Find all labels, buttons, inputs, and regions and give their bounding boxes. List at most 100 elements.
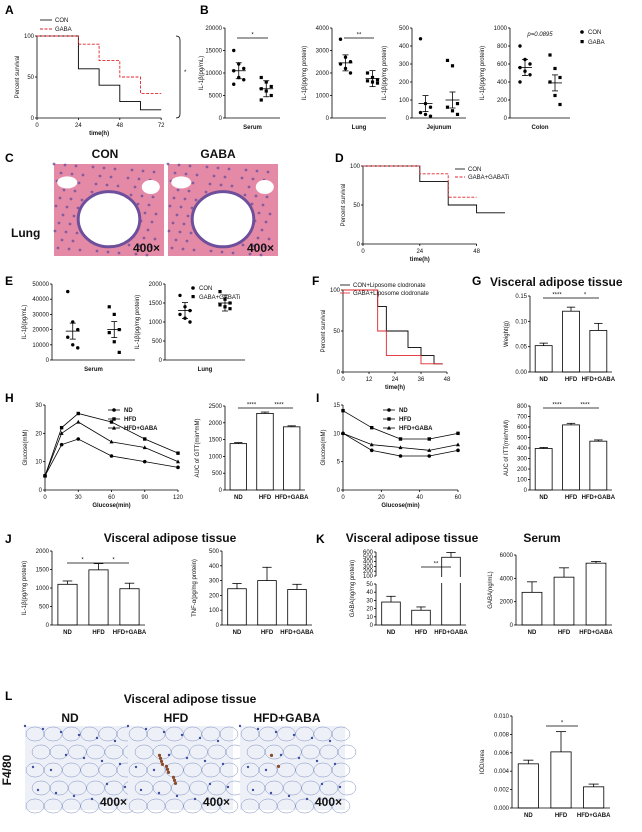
L-micrograph-nd-nucleus (95, 736, 99, 740)
L-micrograph-hfd-adipocyte (219, 762, 239, 778)
J-il1b-ytick-label: 1500 (36, 568, 50, 574)
L-micrograph-hfd-nucleus (175, 794, 179, 798)
A-xtick-label: 24 (75, 123, 82, 129)
C-micrograph-gaba-alveolus (171, 176, 192, 189)
C-label-gaba: GABA (200, 147, 236, 161)
E1-ylabel: IL-1β(pg/mg protein) (135, 295, 141, 349)
B-pvalue: p=0.0895 (526, 32, 553, 38)
C-micrograph-con-nucleus (151, 195, 155, 199)
L-micrograph-hfdgaba-adipocyte (331, 762, 351, 778)
L-iod-ytick-label: 0.000 (494, 806, 510, 812)
I-point (456, 442, 460, 447)
C-micrograph-con-nucleus (116, 184, 120, 188)
B2-point (455, 102, 460, 106)
B3-ytick-label: 0 (504, 116, 508, 122)
I-auc-sig-label: **** (552, 403, 562, 409)
H-legend-marker (112, 425, 116, 430)
B-legend-con-marker (580, 30, 584, 34)
C-micrograph-con-nucleus (72, 214, 76, 218)
G-sig-label: * (584, 293, 587, 299)
E0-ytick-label: 30000 (32, 312, 49, 318)
C-micrograph-gaba-nucleus (167, 229, 171, 233)
J-tnf-bar (287, 589, 307, 626)
E0-point (107, 305, 111, 309)
B2-ytick-label: 500 (399, 26, 410, 32)
I-legend-marker (387, 417, 391, 421)
H-legend-label: HFD (124, 417, 137, 423)
E0-ylabel: IL-1β(pg/mL) (22, 305, 28, 339)
G-xtick-label: ND (539, 377, 548, 383)
C-micrograph-gaba-nucleus (190, 206, 194, 210)
L-micrograph-hfdgaba-nucleus (274, 730, 278, 734)
I-ytick-label: 0 (337, 488, 341, 494)
L-micrograph-hfd-nucleus (226, 785, 230, 789)
G-ylabel: Weight(g) (504, 321, 510, 347)
B0-ytick-label: 20000 (205, 26, 222, 32)
A-ytick-label: 50 (27, 75, 34, 81)
I-legend-label: HFD+GABA (399, 426, 433, 432)
L-micrograph-hfd-f480-stain (164, 764, 169, 769)
C-micrograph-gaba-nucleus (264, 220, 268, 224)
C-micrograph-con-alveolus (57, 176, 78, 189)
L-micrograph-hfd-f480-stain (166, 770, 171, 775)
K-vat-bar (411, 609, 431, 626)
G-bar (562, 310, 580, 373)
F-legend-con: CON+Liposome clodronate (353, 283, 426, 289)
C-micrograph-gaba-nucleus (243, 193, 247, 197)
H-auc-ylabel: AUC of GTT(min*mM) (195, 419, 201, 478)
J-title: Visceral adipose tissue (104, 531, 237, 545)
C-micrograph-con-nucleus (76, 206, 80, 210)
B3-point (528, 73, 532, 77)
L-micrograph-hfdgaba-adipocyte (331, 726, 351, 742)
L-micrograph-hfd-f480-stain (173, 781, 178, 786)
C-micrograph-gaba-nucleus (250, 202, 254, 206)
L-micrograph-nd-nucleus (100, 759, 104, 763)
C-micrograph-con-nucleus (105, 183, 109, 187)
D-legend-gabati: GABA+GABATi (468, 175, 509, 181)
C-micrograph-con-nucleus (127, 243, 131, 247)
L-micrograph-nd-nucleus (23, 724, 27, 728)
C-micrograph-gaba-nucleus (256, 236, 260, 240)
B-legend-gaba: GABA (588, 40, 605, 46)
C-micrograph-gaba-nucleus (173, 171, 177, 175)
B2-point (418, 110, 423, 115)
C-micrograph-con-nucleus (78, 248, 82, 252)
B2-ytick-label: 200 (399, 80, 410, 86)
B3-ytick-label: 600 (497, 62, 508, 68)
F-xtick-label: 48 (444, 377, 451, 383)
G-xtick-label: HFD+GABA (582, 377, 616, 383)
L-micrograph-nd-nucleus (36, 788, 40, 792)
C-micrograph-gaba-nucleus (251, 177, 255, 181)
C-micrograph-con-nucleus (61, 213, 65, 217)
I-auc-bar (589, 440, 608, 491)
C-micrograph-gaba-nucleus (174, 238, 178, 242)
F-xtick-label: 36 (418, 377, 425, 383)
C-micrograph-gaba-nucleus (195, 173, 199, 177)
L-micrograph-nd-nucleus (77, 733, 81, 737)
B3-point (548, 80, 552, 84)
H-series-line (44, 438, 179, 477)
C-micrograph-con-nucleus (67, 247, 71, 251)
H-series-line (44, 413, 179, 476)
J-il1b-bar (88, 569, 109, 626)
C-micrograph-con-nucleus (146, 228, 150, 232)
B2-point (450, 64, 455, 68)
L-micrograph-nd-nucleus (41, 727, 45, 731)
B0-ylabel: IL-1β(pg/mL) (199, 56, 205, 90)
K-vat-ytick-label: 10 (366, 615, 373, 621)
C-micrograph-gaba-nucleus (176, 188, 180, 192)
L-micrograph-hfdgaba-nucleus (292, 733, 296, 737)
C-micrograph-con-nucleus (133, 185, 137, 189)
B1-point (338, 37, 343, 41)
J-il1b-xtick-label: HFD (92, 630, 105, 636)
I-legend-marker (387, 408, 391, 412)
F-xlabel: time(h) (385, 385, 405, 391)
I-auc-xtick-label: HFD+GABA (582, 495, 616, 501)
L-micrograph-hfd-nucleus (134, 765, 138, 769)
L-micrograph-hfd-nucleus (208, 782, 212, 786)
L-magnification: 400× (100, 795, 127, 809)
H-auc-ytick-label: 500 (212, 471, 223, 477)
H-legend-label: ND (124, 408, 133, 414)
C-micrograph-gaba-nucleus (185, 239, 189, 243)
